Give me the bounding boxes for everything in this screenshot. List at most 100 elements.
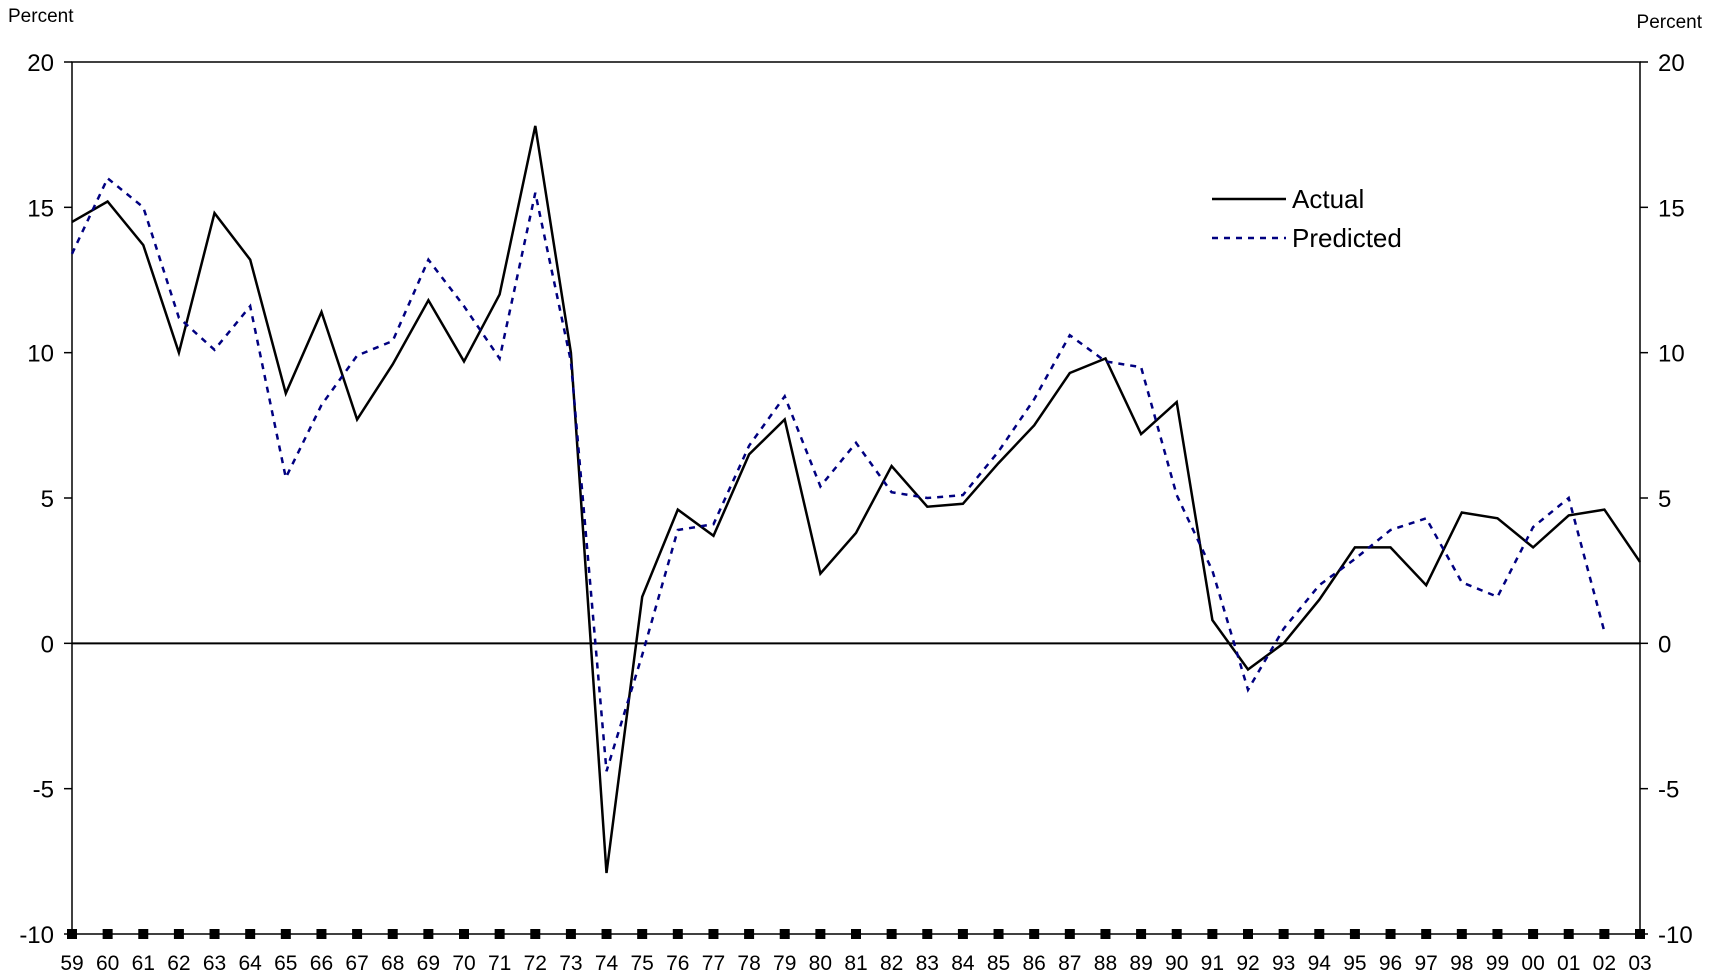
right-y-tick-label: 5: [1658, 486, 1671, 513]
x-tick-label: 92: [1236, 952, 1259, 975]
legend: Actual Predicted: [1212, 184, 1402, 253]
x-tick-marker: [922, 929, 933, 939]
x-tick-marker: [1207, 929, 1218, 939]
x-tick-marker: [779, 929, 790, 939]
left-y-tick-label: -5: [33, 777, 54, 804]
left-y-tick-label: 20: [27, 50, 54, 77]
x-tick-marker: [637, 929, 648, 939]
left-y-tick-label: 10: [27, 341, 54, 368]
x-tick-label: 65: [274, 952, 297, 975]
x-tick-marker: [102, 929, 113, 939]
x-tick-marker: [459, 929, 469, 939]
x-tick-label: 98: [1450, 952, 1473, 975]
x-tick-label: 62: [167, 952, 190, 975]
x-tick-marker: [672, 929, 683, 939]
x-tick-label: 64: [239, 952, 263, 975]
x-tick-label: 91: [1201, 952, 1224, 975]
x-tick-label: 69: [417, 952, 440, 975]
x-tick-label: 90: [1165, 952, 1188, 975]
right-y-tick-label: 15: [1658, 195, 1685, 222]
x-tick-marker: [1456, 929, 1467, 939]
x-tick-marker: [1421, 929, 1432, 939]
left-y-tick-label: -10: [19, 922, 54, 949]
x-tick-marker: [1136, 929, 1147, 939]
x-tick-marker: [957, 929, 968, 939]
x-tick-marker: [601, 929, 612, 939]
x-tick-label: 84: [951, 952, 975, 975]
x-tick-label: 60: [96, 952, 119, 975]
x-tick-label: 59: [60, 952, 83, 975]
x-tick-label: 99: [1486, 952, 1509, 975]
x-tick-marker: [138, 929, 149, 939]
x-tick-marker: [423, 929, 434, 939]
right-y-tick-label: 20: [1658, 50, 1685, 77]
x-tick-label: 88: [1094, 952, 1117, 975]
x-tick-label: 78: [737, 952, 760, 975]
x-tick-marker: [530, 929, 541, 939]
x-tick-marker: [1528, 929, 1539, 939]
x-tick-marker: [1243, 929, 1253, 939]
x-tick-label: 67: [345, 952, 368, 975]
x-tick-marker: [1599, 929, 1610, 939]
right-y-tick-label: 0: [1658, 631, 1671, 658]
left-y-tick-label: 15: [27, 195, 54, 222]
x-tick-label: 87: [1058, 952, 1081, 975]
x-tick-label: 85: [987, 952, 1010, 975]
legend-label-actual: Actual: [1292, 184, 1364, 214]
x-tick-label: 66: [310, 952, 333, 975]
x-tick-marker: [815, 929, 826, 939]
x-tick-label: 02: [1593, 952, 1616, 975]
x-tick-marker: [280, 929, 291, 939]
x-tick-label: 96: [1379, 952, 1402, 975]
x-tick-label: 75: [631, 952, 654, 975]
series-line-predicted: [70, 176, 1606, 772]
x-tick-marker: [245, 929, 256, 939]
x-tick-marker: [1385, 929, 1396, 939]
x-tick-marker: [173, 929, 184, 939]
x-tick-label: 89: [1129, 952, 1152, 975]
left-y-tick-label: 0: [41, 631, 54, 658]
x-tick-label: 63: [203, 952, 226, 975]
left-axis-unit-label: Percent: [8, 6, 74, 27]
x-tick-label: 01: [1557, 952, 1580, 975]
x-tick-label: 93: [1272, 952, 1295, 975]
x-tick-label: 95: [1343, 952, 1366, 975]
x-tick-marker: [494, 929, 505, 939]
x-tick-marker: [209, 929, 220, 939]
x-tick-marker: [851, 929, 861, 939]
x-tick-label: 72: [524, 952, 547, 975]
x-tick-marker: [1064, 929, 1075, 939]
x-tick-marker: [1171, 929, 1182, 939]
x-tick-marker: [886, 929, 897, 939]
x-tick-marker: [352, 929, 363, 939]
x-tick-marker: [744, 929, 755, 939]
x-tick-marker: [316, 929, 327, 939]
x-tick-label: 61: [132, 952, 155, 975]
x-tick-label: 03: [1628, 952, 1651, 975]
x-tick-label: 71: [488, 952, 511, 975]
legend-label-predicted: Predicted: [1292, 223, 1402, 253]
x-tick-marker: [1492, 929, 1503, 939]
x-tick-marker: [387, 929, 398, 939]
series-line-actual: [71, 125, 1642, 874]
x-tick-marker: [1029, 929, 1040, 939]
plot-area-frame: [71, 61, 1641, 935]
x-tick-label: 86: [1023, 952, 1046, 975]
x-tick-label: 74: [595, 952, 619, 975]
right-y-tick-label: 10: [1658, 341, 1685, 368]
x-tick-marker: [708, 929, 719, 939]
x-tick-label: 80: [809, 952, 832, 975]
right-y-tick-label: -5: [1658, 777, 1679, 804]
x-tick-label: 81: [844, 952, 867, 975]
x-tick-marker: [1314, 929, 1325, 939]
x-tick-label: 70: [452, 952, 475, 975]
left-y-tick-label: 5: [41, 486, 54, 513]
x-tick-marker: [1278, 929, 1289, 939]
x-tick-marker: [67, 929, 77, 939]
x-tick-label: 68: [381, 952, 404, 975]
x-tick-label: 77: [702, 952, 725, 975]
x-tick-marker: [1563, 929, 1574, 939]
x-tick-label: 73: [559, 952, 582, 975]
right-axis-unit-label: Percent: [1637, 12, 1703, 33]
